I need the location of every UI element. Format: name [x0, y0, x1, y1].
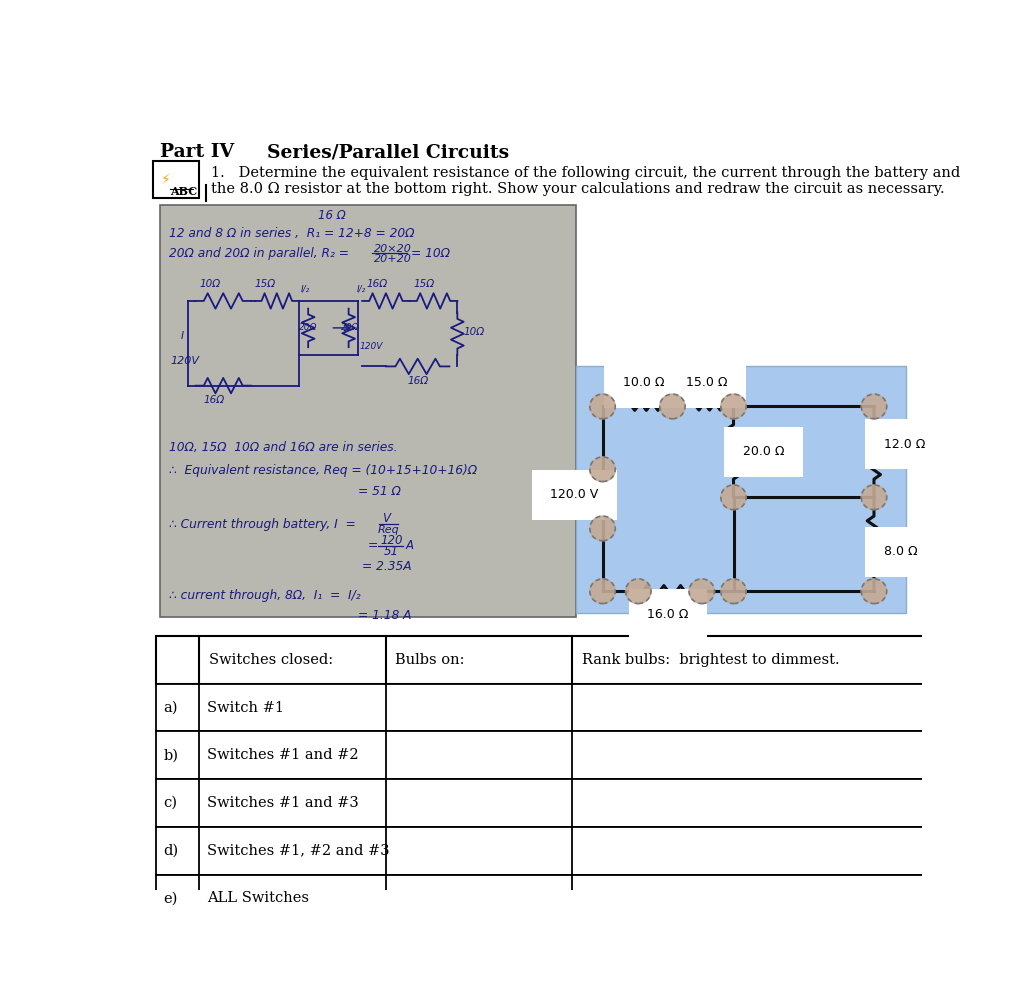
Circle shape — [861, 394, 887, 419]
Text: Req: Req — [378, 525, 399, 535]
Bar — [160, 205, 577, 617]
Circle shape — [590, 579, 615, 604]
Text: Switches #1 and #3: Switches #1 and #3 — [207, 796, 359, 810]
Text: Part IV: Part IV — [160, 143, 233, 161]
Circle shape — [721, 485, 746, 510]
Bar — [156, 875, 926, 922]
Text: ⚡: ⚡ — [162, 173, 171, 187]
Text: 12 and 8 Ω in series ,  R₁ = 12+8 = 20Ω: 12 and 8 Ω in series , R₁ = 12+8 = 20Ω — [169, 227, 415, 240]
Circle shape — [590, 457, 615, 482]
Text: Rank bulbs:  brightest to dimmest.: Rank bulbs: brightest to dimmest. — [582, 653, 840, 667]
Text: d): d) — [164, 844, 179, 858]
Text: 16Ω: 16Ω — [408, 376, 428, 386]
Circle shape — [659, 394, 685, 419]
Text: ALL Switches: ALL Switches — [207, 891, 309, 905]
Text: Series/Parallel Circuits: Series/Parallel Circuits — [267, 143, 509, 161]
Text: 20Ω: 20Ω — [299, 323, 317, 332]
Circle shape — [626, 579, 651, 604]
Text: = 2.35A: = 2.35A — [362, 560, 412, 573]
Bar — [156, 827, 926, 875]
Text: c): c) — [164, 796, 178, 810]
Bar — [577, 366, 906, 613]
Text: 120.0 V: 120.0 V — [550, 488, 599, 501]
Bar — [156, 684, 926, 731]
Text: 16 Ω: 16 Ω — [318, 209, 346, 222]
FancyBboxPatch shape — [154, 161, 200, 198]
Text: 120V: 120V — [359, 342, 383, 351]
Text: 15Ω: 15Ω — [255, 279, 276, 289]
Text: 10Ω: 10Ω — [464, 327, 484, 337]
Text: Switches #1 and #2: Switches #1 and #2 — [207, 748, 359, 762]
Text: 16.0 Ω: 16.0 Ω — [647, 608, 689, 621]
Text: ABC: ABC — [170, 186, 198, 197]
Text: = 10Ω: = 10Ω — [411, 247, 450, 260]
Text: 10Ω: 10Ω — [200, 279, 220, 289]
Text: 120: 120 — [380, 534, 402, 547]
Bar — [156, 636, 926, 684]
Text: I/₂: I/₂ — [356, 284, 366, 293]
Circle shape — [721, 579, 746, 604]
Circle shape — [861, 579, 887, 604]
Text: 20Ω and 20Ω in parallel, R₂ =: 20Ω and 20Ω in parallel, R₂ = — [169, 247, 349, 260]
Text: V: V — [382, 512, 390, 525]
Text: 10.0 Ω: 10.0 Ω — [623, 376, 665, 389]
Circle shape — [590, 516, 615, 541]
Text: = 51 Ω: = 51 Ω — [358, 485, 401, 498]
Text: = 1.18 A: = 1.18 A — [358, 609, 412, 622]
Text: the 8.0 Ω resistor at the bottom right. Show your calculations and redraw the ci: the 8.0 Ω resistor at the bottom right. … — [211, 182, 945, 196]
Circle shape — [689, 579, 715, 604]
Text: 20×20: 20×20 — [374, 244, 412, 254]
Text: Bulbs on:: Bulbs on: — [395, 653, 465, 667]
Text: 51: 51 — [384, 545, 398, 558]
Text: I/₂: I/₂ — [301, 284, 310, 293]
Bar — [156, 731, 926, 779]
Circle shape — [861, 485, 887, 510]
Text: 15Ω: 15Ω — [414, 279, 435, 289]
Text: a): a) — [164, 701, 178, 715]
Text: b): b) — [164, 748, 179, 762]
Text: Switches #1, #2 and #3: Switches #1, #2 and #3 — [207, 844, 390, 858]
Text: I: I — [180, 331, 183, 341]
Text: 20+20: 20+20 — [374, 254, 412, 264]
Text: =: = — [368, 539, 378, 552]
Text: 16Ω: 16Ω — [367, 279, 387, 289]
Text: ∴  Equivalent resistance, Req = (10+15+10+16)Ω: ∴ Equivalent resistance, Req = (10+15+10… — [169, 464, 477, 477]
Text: 20.0 Ω: 20.0 Ω — [743, 445, 784, 458]
Text: 16Ω: 16Ω — [204, 395, 224, 405]
Circle shape — [721, 394, 746, 419]
Text: 8.0 Ω: 8.0 Ω — [884, 545, 918, 558]
Text: 10Ω, 15Ω  10Ω and 16Ω are in series.: 10Ω, 15Ω 10Ω and 16Ω are in series. — [169, 441, 397, 454]
Text: 12.0 Ω: 12.0 Ω — [884, 438, 925, 451]
Text: ∴ current through, 8Ω,  I₁  =  I/₂: ∴ current through, 8Ω, I₁ = I/₂ — [169, 589, 360, 602]
Text: 20Ω: 20Ω — [341, 323, 359, 332]
Text: Switches closed:: Switches closed: — [209, 653, 333, 667]
Text: 120V: 120V — [170, 356, 199, 366]
Text: 15.0 Ω: 15.0 Ω — [686, 376, 728, 389]
Bar — [156, 779, 926, 827]
Text: 1.   Determine the equivalent resistance of the following circuit, the current t: 1. Determine the equivalent resistance o… — [211, 166, 961, 180]
Text: e): e) — [164, 891, 178, 905]
Text: ∴ Current through battery, I  =: ∴ Current through battery, I = — [169, 518, 356, 531]
Text: Switch #1: Switch #1 — [207, 701, 285, 715]
Circle shape — [590, 394, 615, 419]
Text: A: A — [406, 539, 414, 552]
